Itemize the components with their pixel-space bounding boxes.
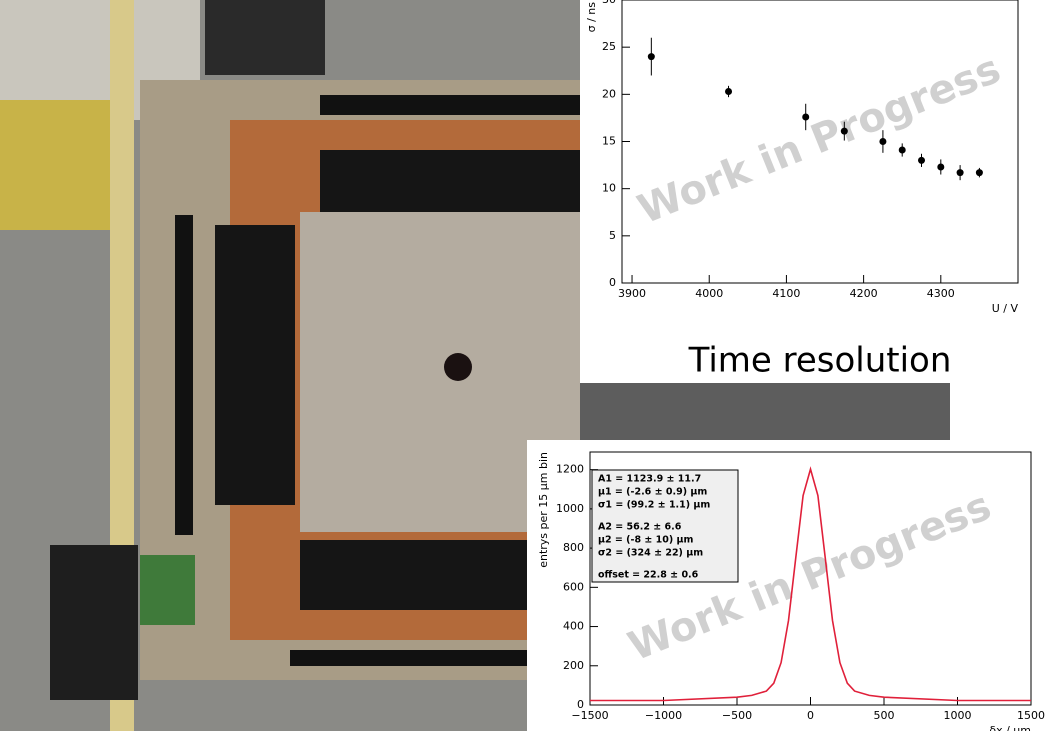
point [802, 113, 809, 120]
x-tick-label: −1000 [645, 709, 682, 722]
x-axis-label: δx / µm [989, 724, 1031, 731]
y-tick-label: 30 [602, 0, 616, 6]
fit-parameter: A2 = 56.2 ± 6.6 [598, 522, 682, 533]
point [648, 53, 655, 60]
y-tick-label: 0 [609, 276, 616, 289]
chart-title: Time resolution [688, 341, 952, 381]
point [976, 169, 983, 176]
x-tick-label: 4300 [927, 287, 955, 300]
y-tick-label: 0 [577, 698, 584, 711]
fit-parameter: µ2 = (-8 ± 10) µm [598, 535, 694, 546]
x-tick-label: 4100 [772, 287, 800, 300]
fit-parameter: σ2 = (324 ± 22) µm [598, 548, 703, 559]
y-tick-label: 10 [602, 182, 616, 195]
x-tick-label: 500 [874, 709, 895, 722]
y-tick-label: 1200 [556, 463, 584, 476]
y-axis-label: entrys per 15 µm bin [537, 452, 550, 568]
y-tick-label: 800 [563, 541, 584, 554]
page: 39004000410042004300051015202530U / Vσ /… [0, 0, 1046, 731]
fit-parameter: A1 = 1123.9 ± 11.7 [598, 474, 701, 485]
x-tick-label: 0 [807, 709, 814, 722]
y-tick-label: 5 [609, 229, 616, 242]
point [899, 146, 906, 153]
y-tick-label: 600 [563, 580, 584, 593]
y-tick-label: 15 [602, 135, 616, 148]
x-tick-label: 3900 [618, 287, 646, 300]
x-tick-label: 1000 [944, 709, 972, 722]
y-tick-label: 20 [602, 87, 616, 100]
point [725, 88, 732, 95]
y-tick-label: 400 [563, 620, 584, 633]
point [957, 169, 964, 176]
fit-parameter: σ1 = (99.2 ± 1.1) µm [598, 500, 710, 511]
point [937, 163, 944, 170]
x-tick-label: 1500 [1017, 709, 1045, 722]
y-axis-label: σ / ns [585, 2, 598, 33]
point [841, 128, 848, 135]
point [918, 157, 925, 164]
x-tick-label: 4200 [850, 287, 878, 300]
y-tick-label: 200 [563, 659, 584, 672]
y-tick-label: 25 [602, 40, 616, 53]
point [879, 138, 886, 145]
x-axis-label: U / V [992, 302, 1019, 315]
fit-parameter: offset = 22.8 ± 0.6 [598, 570, 699, 581]
fit-parameter: µ1 = (-2.6 ± 0.9) µm [598, 487, 707, 498]
y-tick-label: 1000 [556, 502, 584, 515]
x-tick-label: 4000 [695, 287, 723, 300]
x-tick-label: −500 [722, 709, 752, 722]
